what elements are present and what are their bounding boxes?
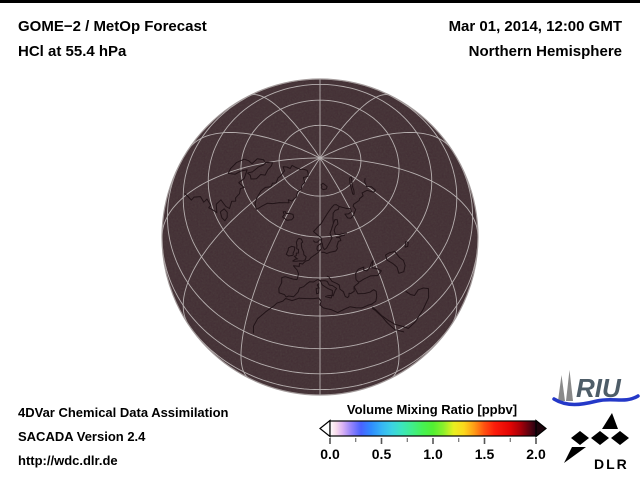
dlr-wordmark: DLR [594, 456, 629, 472]
globe-rim [161, 78, 479, 396]
dlr-mark-icon [564, 413, 629, 463]
riu-logo: RIU [551, 367, 640, 411]
colorbar-tick-label: 2.0 [526, 446, 546, 462]
riu-swoosh-icon [552, 394, 640, 407]
assimilation-label: 4DVar Chemical Data Assimilation [18, 405, 229, 420]
riu-logo-icon: RIU [552, 370, 640, 407]
globe-map [155, 72, 485, 402]
coastlines [184, 158, 430, 334]
product-title: GOME−2 / MetOp Forecast [18, 18, 207, 35]
dlr-logo-icon: DLR [564, 413, 629, 472]
cathedral-spire-icon [558, 375, 565, 401]
colorbar [319, 419, 547, 444]
riu-wordmark: RIU [576, 373, 622, 403]
colorbar-tick-label: 1.0 [423, 446, 443, 462]
version-label: SACADA Version 2.4 [18, 429, 146, 444]
colorbar-tick-label: 0.5 [371, 446, 392, 462]
header-right: Mar 01, 2014, 12:00 GMT Northern Hemisph… [449, 14, 622, 64]
species-level-title: HCl at 55.4 hPa [18, 43, 127, 60]
header-left: GOME−2 / MetOp Forecast HCl at 55.4 hPa [18, 14, 207, 64]
colorbar-tick-label: 0.0 [320, 446, 340, 462]
url-label: http://wdc.dlr.de [18, 453, 118, 468]
hemisphere-label: Northern Hemisphere [468, 43, 622, 60]
top-border-line [0, 0, 640, 3]
colorbar-tick-labels: 0.0 0.5 1.0 1.5 2.0 [314, 446, 550, 464]
colorbar-tick-label: 1.5 [474, 446, 495, 462]
colorbar-block: Volume Mixing Ratio [ppbv] 0.0 0.5 1.0 1.5 2… [314, 402, 550, 464]
datetime-label: Mar 01, 2014, 12:00 GMT [448, 18, 622, 35]
cathedral-spire-icon [566, 370, 573, 401]
orthographic-globe [161, 78, 479, 396]
colorbar-title: Volume Mixing Ratio [ppbv] [346, 402, 518, 417]
dlr-logo: DLR [560, 411, 638, 473]
footer-left: 4DVar Chemical Data Assimilation SACADA … [18, 401, 229, 473]
